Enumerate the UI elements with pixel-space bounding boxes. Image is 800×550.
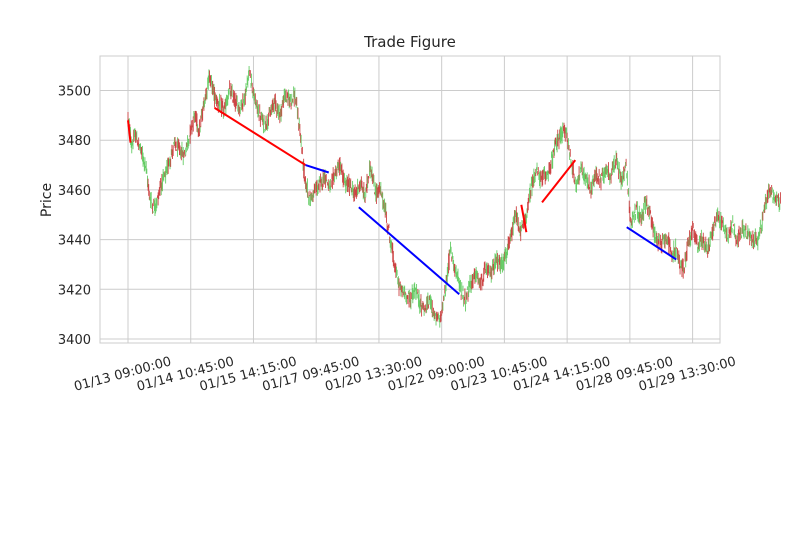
y-axis-label: Price (39, 183, 55, 217)
chart-title: Trade Figure (363, 33, 456, 51)
short-trade-segment (358, 206, 460, 296)
y-tick-label: 3500 (58, 85, 91, 100)
short-trade-segment (305, 164, 330, 174)
y-tick-label: 3400 (58, 333, 91, 348)
long-trade-segment (541, 159, 577, 203)
long-trade-segment (127, 120, 132, 143)
long-trade-segment (520, 204, 528, 233)
y-tick-label: 3460 (58, 184, 91, 199)
long-trade-segment (214, 107, 307, 166)
candle-layer (127, 66, 781, 328)
y-tick-label: 3440 (58, 234, 91, 249)
y-tick-label: 3480 (58, 134, 91, 149)
grid-layer (100, 56, 720, 343)
y-tick-label: 3420 (58, 283, 91, 298)
short-trade-segment (626, 226, 677, 261)
trade-segment-layer (127, 107, 677, 296)
